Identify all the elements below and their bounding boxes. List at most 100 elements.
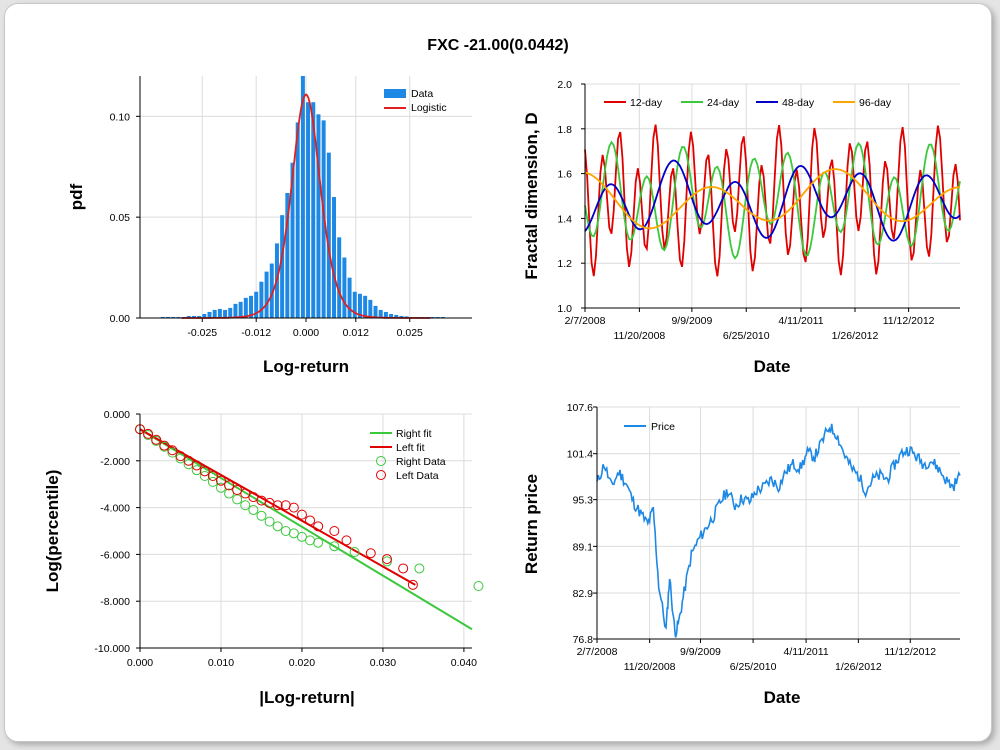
scatter-point-left-data (207, 471, 218, 482)
scatter-point-left-data (305, 515, 316, 526)
x-axis-label: Log-return (263, 357, 349, 376)
x-tick-label: -0.025 (187, 327, 217, 339)
x-tick-label: 11/20/2008 (613, 330, 665, 342)
histogram-bar (176, 316, 181, 318)
scatter-point-left-data (159, 440, 170, 451)
y-tick-label: 1.2 (557, 258, 572, 270)
histogram-bar (249, 295, 254, 318)
histogram-bar (300, 76, 305, 318)
histogram-bar (191, 315, 196, 318)
scatter-point-left-data (398, 563, 409, 574)
histogram-bar (435, 316, 440, 318)
scatter-point-right-data (240, 500, 251, 511)
x-tick-label: 0.010 (208, 657, 234, 669)
y-tick-label: 107.6 (567, 402, 593, 414)
scatter-point-right-data (207, 476, 218, 487)
scatter-point-right-data (349, 547, 360, 558)
histogram-bar (290, 162, 295, 318)
histogram-bar (238, 301, 243, 318)
legend-swatch-right-data (376, 456, 386, 466)
scatter-point-left-data (341, 535, 352, 546)
scatter-point-right-data (175, 453, 186, 464)
histogram-bar (202, 313, 207, 318)
fractal-dimension-panel: 1.0 1.2 1.4 1.6 1.8 2.0 2/7/2008 9/9/2009 4/11/2… (522, 79, 961, 376)
histogram-bar (347, 277, 352, 318)
histogram-bar (311, 102, 316, 318)
scatter-point-left-data (199, 466, 210, 477)
histogram-bar (207, 311, 212, 318)
histogram-bar (171, 316, 176, 318)
histogram-bar (259, 281, 264, 318)
histogram-bar (264, 271, 269, 318)
histogram-bar (254, 291, 259, 318)
scatter-point-left-data (248, 492, 259, 503)
scatter-point-right-data (191, 465, 202, 476)
y-tick-label: 95.3 (573, 495, 594, 507)
return-price-panel: 76.8 82.9 89.1 95.3 101.4 107.6 2/7/2008 9/9/20… (522, 402, 961, 707)
legend-label-logistic: Logistic (411, 102, 447, 114)
histogram-bar (394, 314, 399, 318)
histogram-bar (228, 307, 233, 318)
x-tick-label: 11/20/2008 (624, 661, 676, 673)
x-tick-label: 0.040 (451, 657, 477, 669)
legend-label-12-day: 12-day (630, 97, 663, 109)
x-tick-label: 1/26/2012 (835, 661, 882, 673)
legend-label-right-data: Right Data (396, 456, 446, 468)
scatter-point-right-data (232, 494, 243, 505)
histogram-bar (326, 152, 331, 318)
scatter-point-left-data (272, 500, 283, 511)
x-tick-label: -0.012 (241, 327, 271, 339)
y-axis-label: Log(percentile) (43, 470, 62, 593)
histogram-bar (295, 122, 300, 318)
y-tick-label: 2.0 (557, 79, 572, 91)
fractal-line-24-day (584, 140, 961, 260)
y-tick-label: 1.0 (557, 303, 572, 315)
x-tick-label: 9/9/2009 (680, 646, 721, 658)
histogram-bar (378, 309, 383, 318)
scatter-point-right-data (329, 541, 340, 552)
scatter-point-right-data (183, 459, 194, 470)
x-tick-label: 0.000 (127, 657, 153, 669)
scatter-point-left-data (329, 526, 340, 536)
scatter-point-right-data (199, 471, 210, 482)
x-axis-label: Date (754, 357, 791, 376)
y-tick-label: 0.00 (110, 313, 131, 325)
histogram-bar (280, 215, 285, 318)
histogram-bar (269, 263, 274, 318)
histogram-bar (368, 299, 373, 318)
scatter-point-left-data (224, 480, 235, 491)
histogram-bar (357, 293, 362, 318)
x-tick-label: 2/7/2008 (577, 646, 618, 658)
histogram-bar (430, 316, 435, 318)
histogram-bar (285, 192, 290, 318)
scatter-point-right-data (288, 528, 299, 539)
x-tick-label: 6/25/2010 (723, 330, 770, 342)
histogram-bar (223, 309, 228, 318)
scatter-point-right-data (414, 563, 425, 574)
y-tick-label: 76.8 (573, 634, 594, 646)
scatter-point-left-data (191, 460, 202, 471)
legend-label-price: Price (651, 421, 675, 433)
legend-label-left-data: Left Data (396, 470, 439, 482)
histogram-bar (217, 308, 222, 318)
legend-label-96-day: 96-day (859, 97, 892, 109)
fit-line-right-fit (139, 428, 473, 631)
scatter-point-left-data (381, 554, 392, 565)
scatter-point-left-data (143, 428, 154, 439)
histogram-bar (352, 291, 357, 318)
y-tick-label: -2.000 (100, 456, 130, 468)
scatter-point-right-data (280, 526, 291, 536)
y-tick-label: -4.000 (100, 503, 130, 515)
fractal-line-96-day (584, 168, 961, 230)
x-tick-label: 4/11/2011 (784, 646, 829, 658)
x-tick-label: 0.012 (343, 327, 369, 339)
x-tick-label: 0.030 (370, 657, 396, 669)
scatter-point-left-data (151, 434, 162, 445)
y-axis-label: Return price (522, 474, 541, 574)
scatter-point-right-data (272, 521, 283, 532)
scatter-point-left-data (240, 488, 251, 499)
x-tick-label: 9/9/2009 (671, 315, 712, 327)
scatter-point-right-data (264, 516, 275, 527)
figure-title: FXC -21.00(0.0442) (427, 37, 568, 54)
x-tick-label: 2/7/2008 (565, 315, 606, 327)
